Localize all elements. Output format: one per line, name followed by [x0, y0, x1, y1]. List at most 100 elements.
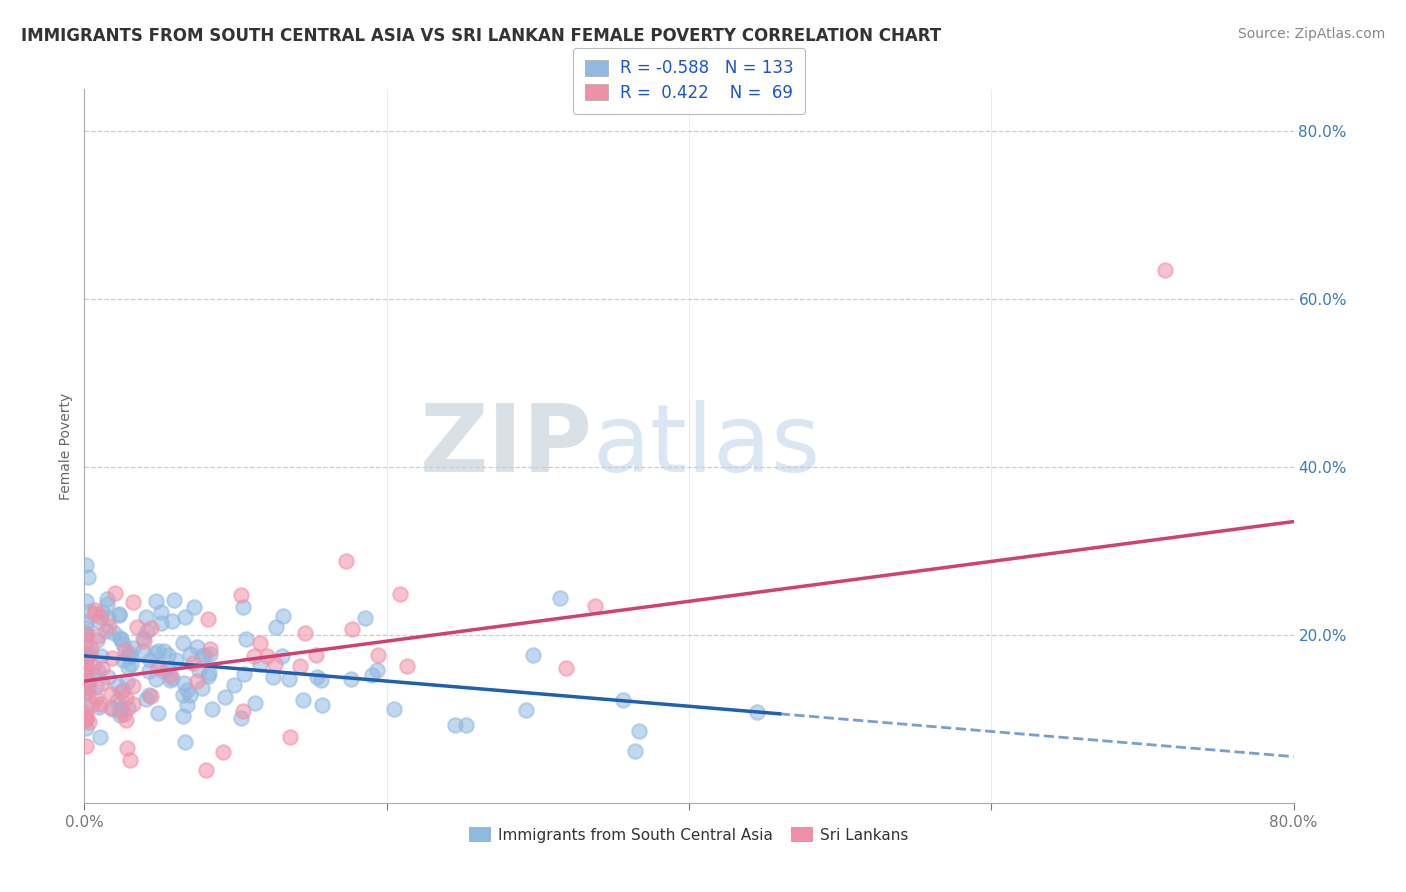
Point — [83, 667, 105, 681]
Point — [77, 673, 100, 688]
Point — [179, 688, 201, 702]
Point — [122, 641, 145, 656]
Point — [117, 701, 139, 715]
Point — [77, 675, 100, 690]
Point — [270, 648, 292, 663]
Point — [100, 687, 122, 701]
Point — [148, 706, 170, 720]
Point — [83, 607, 105, 621]
Point — [117, 648, 139, 662]
Point — [77, 604, 100, 618]
Point — [191, 648, 214, 663]
Point — [75, 739, 97, 753]
Point — [122, 698, 145, 712]
Point — [87, 665, 110, 679]
Point — [212, 746, 235, 760]
Point — [100, 701, 122, 715]
Point — [111, 653, 134, 667]
Point — [136, 624, 159, 638]
Point — [186, 673, 208, 688]
Point — [75, 648, 97, 662]
Point — [146, 644, 169, 658]
Point — [79, 714, 101, 729]
Point — [84, 690, 107, 705]
Point — [443, 718, 465, 732]
Point — [115, 675, 138, 690]
Point — [86, 633, 108, 648]
Point — [176, 698, 198, 712]
Point — [156, 648, 179, 662]
Point — [94, 624, 117, 638]
Point — [395, 659, 418, 673]
Point — [280, 730, 302, 744]
Point — [80, 697, 103, 711]
Point — [135, 692, 157, 706]
Point — [122, 595, 145, 609]
Point — [77, 684, 100, 698]
Point — [100, 650, 122, 665]
Point — [172, 709, 194, 723]
Point — [115, 714, 138, 728]
Point — [75, 657, 97, 671]
Point — [181, 656, 204, 670]
Point — [583, 599, 606, 614]
Point — [76, 650, 98, 665]
Point — [122, 679, 145, 693]
Point — [117, 660, 139, 674]
Point — [262, 670, 284, 684]
Point — [75, 681, 97, 696]
Point — [555, 661, 578, 675]
Point — [90, 649, 112, 664]
Point — [132, 644, 155, 658]
Point — [256, 648, 278, 663]
Point — [145, 647, 167, 661]
Text: IMMIGRANTS FROM SOUTH CENTRAL ASIA VS SRI LANKAN FEMALE POVERTY CORRELATION CHAR: IMMIGRANTS FROM SOUTH CENTRAL ASIA VS SR… — [21, 27, 941, 45]
Point — [98, 618, 121, 632]
Point — [194, 648, 217, 662]
Point — [522, 648, 544, 662]
Point — [115, 690, 138, 705]
Point — [200, 642, 222, 657]
Point — [231, 711, 253, 725]
Point — [138, 664, 160, 678]
Point — [292, 692, 315, 706]
Point — [75, 683, 97, 698]
Point — [271, 608, 294, 623]
Point — [108, 607, 131, 622]
Point — [132, 631, 155, 645]
Point — [245, 696, 267, 710]
Point — [75, 722, 97, 736]
Point — [96, 597, 118, 611]
Point — [200, 647, 222, 661]
Point — [222, 678, 245, 692]
Point — [214, 690, 236, 705]
Point — [82, 659, 104, 673]
Point — [159, 673, 181, 687]
Point — [153, 643, 176, 657]
Point — [135, 610, 157, 624]
Point — [75, 706, 97, 721]
Point — [550, 591, 572, 605]
Point — [201, 701, 224, 715]
Point — [139, 689, 162, 703]
Point — [75, 711, 97, 725]
Point — [75, 714, 97, 728]
Point — [89, 700, 111, 714]
Point — [101, 701, 124, 715]
Point — [159, 668, 181, 682]
Point — [163, 592, 186, 607]
Point — [176, 682, 198, 697]
Point — [91, 661, 114, 675]
Point — [118, 649, 141, 664]
Point — [149, 615, 172, 630]
Point — [120, 657, 142, 672]
Point — [75, 629, 97, 643]
Point — [79, 646, 101, 660]
Point — [110, 632, 132, 646]
Point — [103, 626, 125, 640]
Point — [79, 641, 101, 656]
Point — [305, 648, 328, 662]
Point — [165, 653, 187, 667]
Point — [307, 670, 329, 684]
Point — [132, 633, 155, 648]
